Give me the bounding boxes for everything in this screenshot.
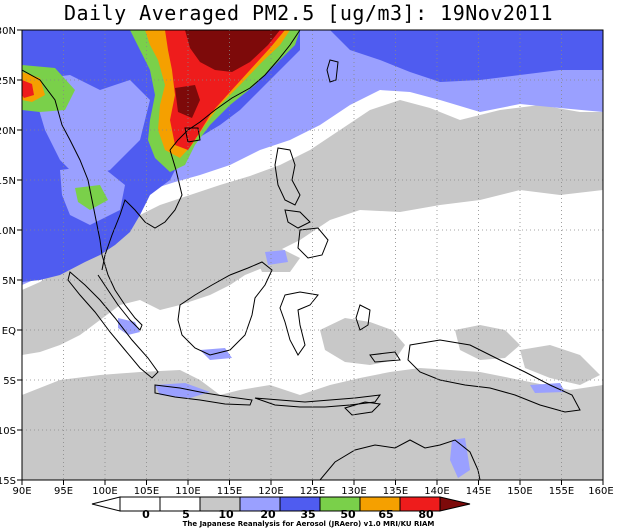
china-coast: [169, 30, 301, 151]
lat-tick-label: 20N: [0, 126, 16, 137]
colorbar-label: 35: [300, 508, 315, 521]
lon-tick-label: 120E: [258, 486, 283, 497]
lon-tick-label: 105E: [134, 486, 159, 497]
lat-tick-label: 10S: [0, 426, 16, 437]
lon-tick-labels: 90E 95E 100E 105E 110E 115E 120E 125E 13…: [12, 486, 613, 497]
chart-title: Daily Averaged PM2.5 [ug/m3]: 19Nov2011: [63, 1, 554, 25]
hainan: [184, 127, 201, 143]
lon-tick-label: 155E: [549, 486, 574, 497]
lat-tick-label: 15N: [0, 176, 16, 187]
colorbar-arrow-low: [91, 496, 121, 512]
seram: [369, 351, 401, 363]
lat-tick-label: 10N: [0, 226, 16, 237]
colorbar-label: 10: [218, 508, 234, 521]
field-80-plus: [165, 30, 285, 150]
field-20-35-phil: [265, 250, 288, 265]
colorbar-labels: 0 5 10 20 35 50 65 80: [142, 508, 434, 521]
indochina-coast: [101, 149, 183, 271]
malay-coast: [97, 254, 143, 331]
halmahera: [355, 304, 371, 331]
visayas: [284, 209, 311, 229]
lat-tick-label: 25N: [0, 76, 16, 87]
field-10-20-png: [520, 345, 600, 385]
field-35-50-ne: [330, 30, 603, 82]
lat-tick-label: EQ: [2, 326, 16, 337]
burma-coast: [22, 69, 103, 256]
colorbar-label: 20: [260, 508, 276, 521]
field-10-20-ne: [455, 325, 520, 360]
gridlines: [22, 30, 603, 480]
java: [154, 384, 253, 406]
lat-tick-label: 15S: [0, 476, 16, 487]
colorbar-segment-0-5: [119, 496, 161, 512]
colorbar-segment-5-10: [159, 496, 201, 512]
field-20-35-png: [530, 383, 565, 393]
lat-tick-labels: 30N 25N 20N 15N 10N 5N EQ 5S 10S 15S: [0, 26, 16, 487]
lat-tick-label: 5N: [2, 276, 16, 287]
colorbar-label: 5: [182, 508, 190, 521]
coastlines: [22, 30, 581, 480]
colorbar-arrow-high: [439, 496, 471, 512]
mindanao: [297, 227, 329, 259]
lon-tick-label: 150E: [507, 486, 532, 497]
colorbar-label: 65: [378, 508, 393, 521]
field-20-35-sumatra: [118, 318, 140, 335]
colorbar-label: 80: [418, 508, 434, 521]
field-max: [185, 30, 280, 72]
lon-tick-label: 125E: [300, 486, 325, 497]
lon-tick-label: 100E: [92, 486, 117, 497]
lon-tick-label: 90E: [12, 486, 31, 497]
field-max-2: [175, 85, 200, 118]
sulawesi: [279, 291, 319, 356]
lon-tick-label: 160E: [588, 486, 613, 497]
ticks: [17, 29, 604, 485]
credit-line: The Japanese Reanalysis for Aerosol (JRA…: [182, 520, 435, 528]
lon-tick-label: 130E: [341, 486, 366, 497]
colorbar-label: 0: [142, 508, 150, 521]
lat-tick-label: 30N: [0, 26, 16, 37]
borneo: [177, 261, 273, 356]
field-10-20: [22, 100, 603, 355]
taiwan: [326, 59, 339, 83]
lon-tick-label: 95E: [54, 486, 73, 497]
lon-tick-label: 110E: [175, 486, 200, 497]
colorbar: [91, 496, 471, 512]
lon-tick-label: 115E: [217, 486, 242, 497]
new-guinea: [407, 339, 581, 413]
australia: [319, 439, 481, 480]
lon-tick-label: 145E: [466, 486, 491, 497]
luzon: [274, 147, 301, 206]
lon-tick-label: 135E: [383, 486, 408, 497]
lat-tick-label: 5S: [3, 376, 16, 387]
timor: [344, 401, 382, 416]
colorbar-label: 50: [340, 508, 356, 521]
lesser-sunda: [254, 394, 382, 408]
lon-tick-label: 140E: [424, 486, 449, 497]
field-80-plus-west: [22, 80, 34, 98]
